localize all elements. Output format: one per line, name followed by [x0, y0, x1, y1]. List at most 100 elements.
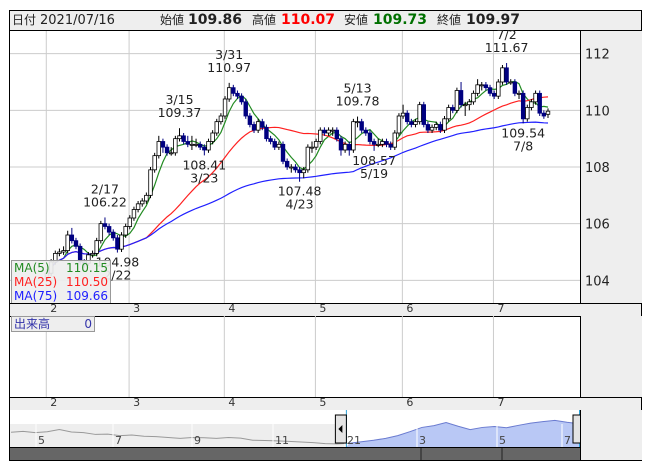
candle-body	[111, 231, 116, 239]
candle	[193, 138, 199, 148]
navigator-right-handle[interactable]	[572, 414, 580, 444]
candle	[247, 113, 253, 128]
candle	[434, 121, 439, 131]
candle	[516, 90, 522, 99]
candle	[417, 101, 422, 125]
candle-body	[206, 141, 211, 151]
candle	[135, 201, 141, 213]
candle-body	[508, 81, 513, 84]
candle	[231, 84, 236, 97]
low-value: 109.73	[373, 12, 428, 28]
candle-body	[106, 226, 112, 233]
month-tick-label: 3	[133, 302, 141, 315]
candle	[173, 135, 178, 156]
navigator-line-selected	[349, 419, 580, 444]
close-value: 109.97	[466, 12, 521, 28]
candle	[264, 124, 269, 142]
candle-body	[446, 107, 451, 120]
legend-ma25: MA(25) 110.50	[12, 275, 110, 289]
scrollbar-track[interactable]	[10, 447, 580, 460]
ohlc-header: 日付 2021/07/16 始値 109.86 高値 110.07 安値 109…	[10, 11, 641, 31]
candle	[342, 141, 348, 153]
candle	[425, 121, 431, 133]
candle	[475, 79, 480, 97]
candle	[140, 198, 145, 207]
volume-chart	[45, 316, 494, 397]
annotation-label: 2/17	[91, 181, 119, 196]
candle	[450, 104, 455, 114]
candle-body	[135, 203, 141, 210]
candle-body	[90, 253, 95, 256]
candle	[148, 167, 153, 199]
price-tick-label: 110	[585, 104, 610, 119]
candle-body	[313, 141, 319, 148]
candle-body	[541, 112, 547, 117]
candle	[487, 84, 493, 97]
candle	[206, 138, 211, 153]
legend-value: 110.15	[66, 261, 108, 275]
candle-body	[512, 81, 518, 94]
range-navigator[interactable]: 5 7 9 11 21 3 5 7	[10, 410, 580, 460]
candle	[421, 101, 426, 128]
candle	[309, 141, 315, 153]
candle	[537, 90, 542, 116]
candle-body	[119, 234, 124, 250]
candle	[210, 130, 215, 145]
candle-body	[115, 237, 120, 250]
candle	[160, 138, 166, 153]
candle	[376, 138, 381, 148]
candle	[504, 63, 509, 85]
candle-body	[284, 160, 290, 168]
chart-window: 日付 2021/07/16 始値 109.86 高値 110.07 安値 109…	[9, 10, 642, 461]
annotation-label: 5/19	[360, 166, 388, 181]
date-axis	[10, 303, 641, 317]
low-label: 安値	[344, 13, 369, 27]
candle	[367, 130, 373, 145]
candle	[334, 127, 340, 142]
candle-body	[235, 92, 240, 97]
navigator-tick-label: 5	[38, 434, 45, 447]
volume-label: 出来高 0	[11, 316, 95, 332]
month-tick-label: 4	[228, 302, 236, 315]
candle-body	[525, 107, 530, 120]
ma-legend: MA(5) 110.15 MA(25) 110.50 MA(75) 109.66	[11, 260, 111, 304]
legend-value: 109.66	[66, 289, 108, 303]
candle-body	[363, 129, 369, 134]
candle-body	[297, 169, 302, 174]
annotation-label: 7/2	[497, 27, 517, 42]
legend-label: MA(25)	[14, 275, 58, 289]
candle-body	[102, 223, 108, 227]
candle-body	[471, 92, 476, 103]
candle	[438, 121, 443, 133]
candle-body	[475, 84, 480, 94]
candle	[152, 152, 157, 173]
candle-body	[326, 129, 331, 134]
candle	[338, 135, 344, 156]
price-chart[interactable]: 1041061081101122/17106.22104.982/223/151…	[10, 11, 641, 303]
candle	[380, 138, 385, 148]
candle	[479, 82, 484, 91]
candle	[454, 87, 460, 114]
candle	[260, 118, 265, 131]
candle-body	[255, 121, 261, 131]
candle	[442, 116, 447, 133]
candle	[57, 248, 62, 257]
candle-body	[181, 135, 186, 142]
candle	[396, 113, 402, 136]
candle-body	[338, 138, 344, 151]
navigator-tick-label: 7	[115, 434, 122, 447]
candle-body	[496, 81, 501, 97]
candle-body	[123, 226, 128, 236]
candle-body	[226, 87, 232, 100]
candle	[533, 90, 538, 105]
candle	[226, 82, 232, 102]
candle	[529, 99, 534, 111]
candle-body	[156, 141, 161, 157]
candle	[235, 90, 240, 99]
candle	[413, 118, 418, 128]
candle	[371, 138, 377, 151]
high-value: 110.07	[281, 12, 336, 28]
candle	[280, 141, 286, 165]
candle	[144, 192, 149, 204]
triangle-left-icon	[338, 425, 343, 433]
